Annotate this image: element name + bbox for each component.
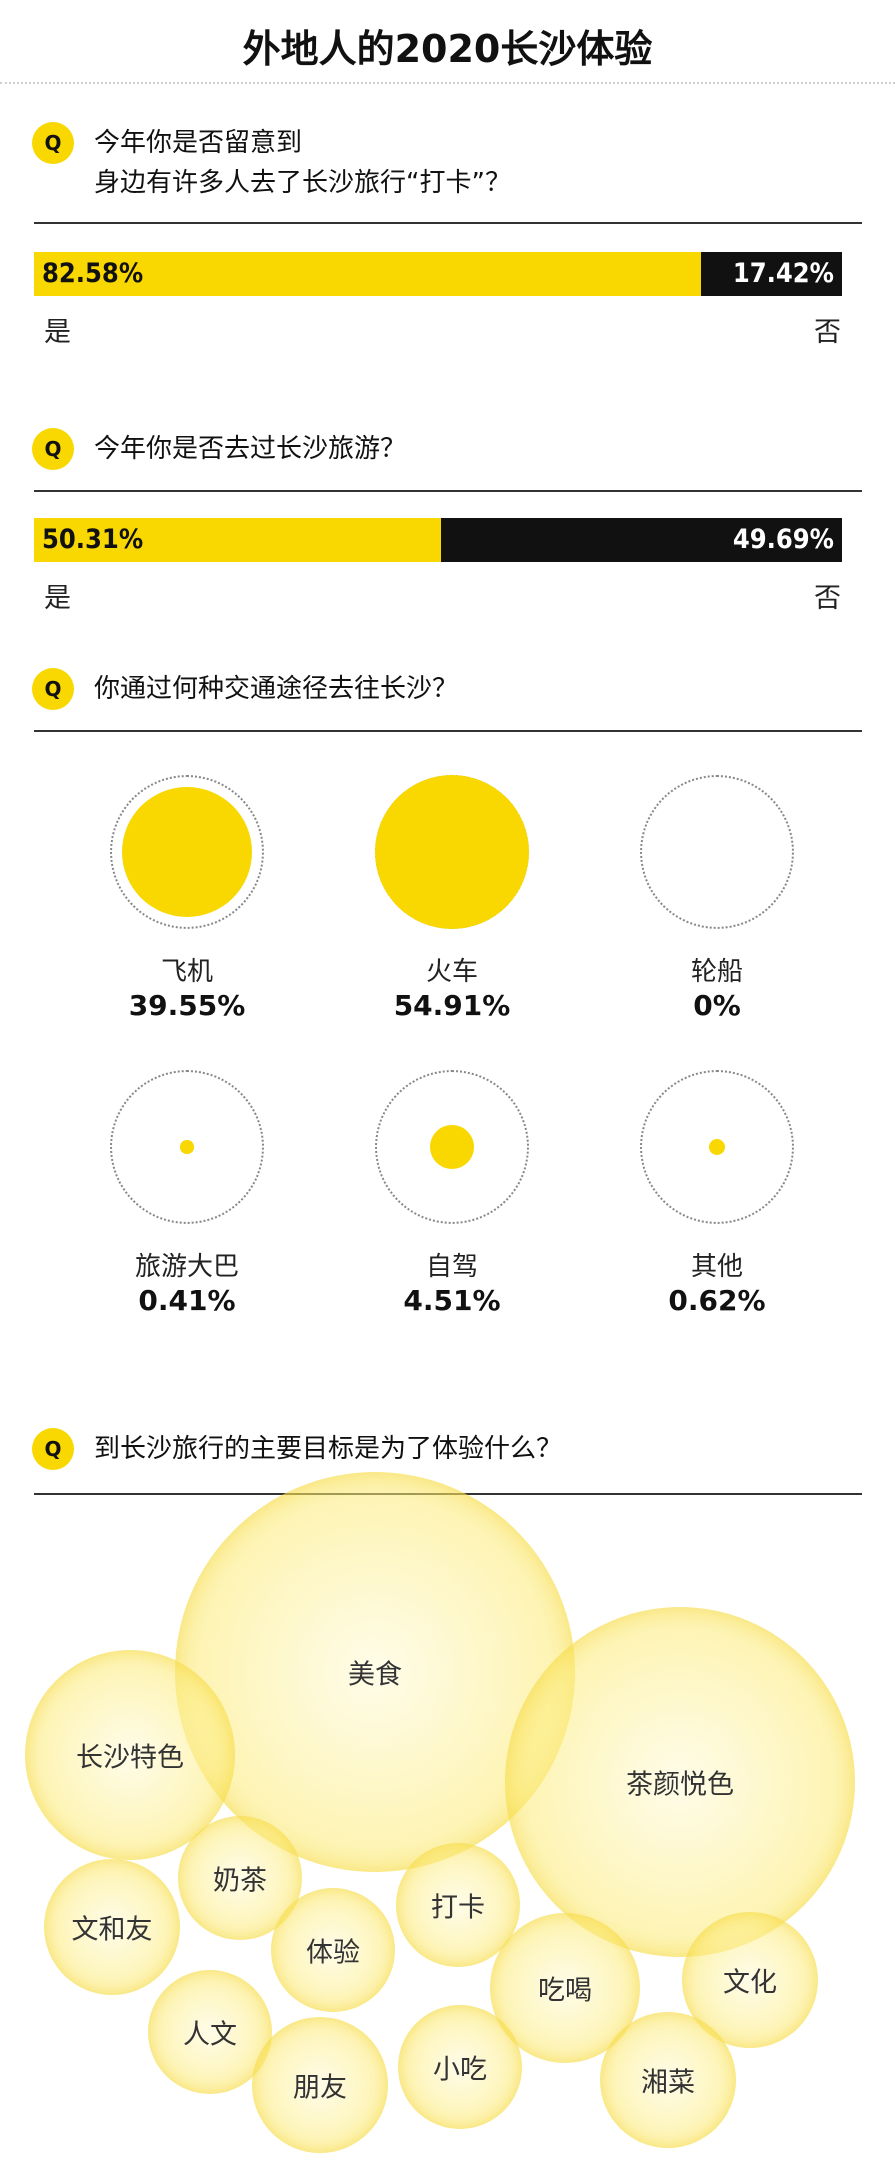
question-2-bar: 50.31% 49.69% [34,518,842,562]
bubble-label: 奶茶 [213,1865,267,1897]
transport-fill [375,775,529,929]
bubble-label: 文和友 [71,1914,153,1946]
bubble-label: 文化 [723,1967,777,1999]
bubble-label: 美食 [348,1659,402,1691]
question-1-divider [34,222,862,224]
transport-pct: 54.91% [393,989,511,1022]
transport-fill [180,1140,194,1154]
question-1-no-label: 否 [814,317,841,348]
transport-name: 其他 [690,1252,743,1282]
question-1-yes-label: 是 [44,317,71,348]
transport-circle [110,1070,264,1224]
transport-circle [640,1070,794,1224]
transport-name: 飞机 [160,957,213,987]
question-icon: Q [34,670,72,708]
bubble-label: 小吃 [433,2054,487,2086]
question-3-text: 你通过何种交通途径去往长沙？ [94,674,459,704]
bubble-label: 打卡 [431,1892,485,1924]
bubble-label: 体验 [306,1937,360,1969]
bubble [44,1859,180,1995]
question-2-text: 今年你是否去过长沙旅游？ [94,434,407,464]
question-4-text: 到长沙旅行的主要目标是为了体验什么？ [94,1434,563,1464]
question-2-divider [34,490,862,492]
transport-pct: 39.55% [128,989,246,1022]
transport-fill [121,786,253,918]
transport-name: 火车 [425,957,478,987]
question-icon: Q [34,124,72,162]
transport-circle [375,1070,529,1224]
bubble [398,2005,522,2129]
question-1-no-pct: 17.42% [732,258,834,289]
bubble [600,2012,736,2148]
transport-pct: 0% [693,989,741,1022]
question-1-bar: 82.58% 17.42% [34,252,842,296]
transport-pct: 0.41% [138,1284,236,1317]
bubble [25,1650,235,1860]
transport-fill [708,1138,726,1156]
transport-name: 自驾 [425,1252,478,1282]
transport-pct: 4.51% [403,1284,501,1317]
bubble [396,1843,520,1967]
bubble-label: 茶颜悦色 [626,1769,734,1801]
transport-fill [429,1124,475,1170]
question-1-yes-segment [34,252,702,296]
question-2-yes-segment [34,518,441,562]
bubble [148,1970,272,2094]
question-1-line-2: 身边有许多人去了长沙旅行“打卡”？ [94,168,511,198]
question-2-yes-label: 是 [44,583,71,614]
title-divider [0,82,895,84]
question-3-divider [34,730,862,732]
bubble-label: 长沙特色 [76,1742,184,1774]
transport-name: 轮船 [690,957,743,987]
question-1-yes-pct: 82.58% [42,258,144,289]
question-icon: Q [34,430,72,468]
transport-name: 旅游大巴 [134,1252,239,1282]
question-1-line-1: 今年你是否留意到 [94,128,303,158]
transport-circle [110,775,264,929]
bubble [505,1607,855,1957]
bubble-label: 吃喝 [538,1975,592,2007]
question-2-no-pct: 49.69% [732,524,834,555]
transport-pct: 0.62% [668,1284,766,1317]
bubble-label: 湘菜 [641,2067,695,2099]
question-icon: Q [34,1430,72,1468]
bubble-label: 朋友 [293,2072,347,2104]
question-2-yes-pct: 50.31% [42,524,144,555]
bubble [271,1888,395,2012]
bubble [252,2017,388,2153]
bubble-label: 人文 [183,2019,237,2051]
question-2-no-label: 否 [814,583,841,614]
transport-circle [640,775,794,929]
page-title: 外地人的2020长沙体验 [242,27,653,71]
